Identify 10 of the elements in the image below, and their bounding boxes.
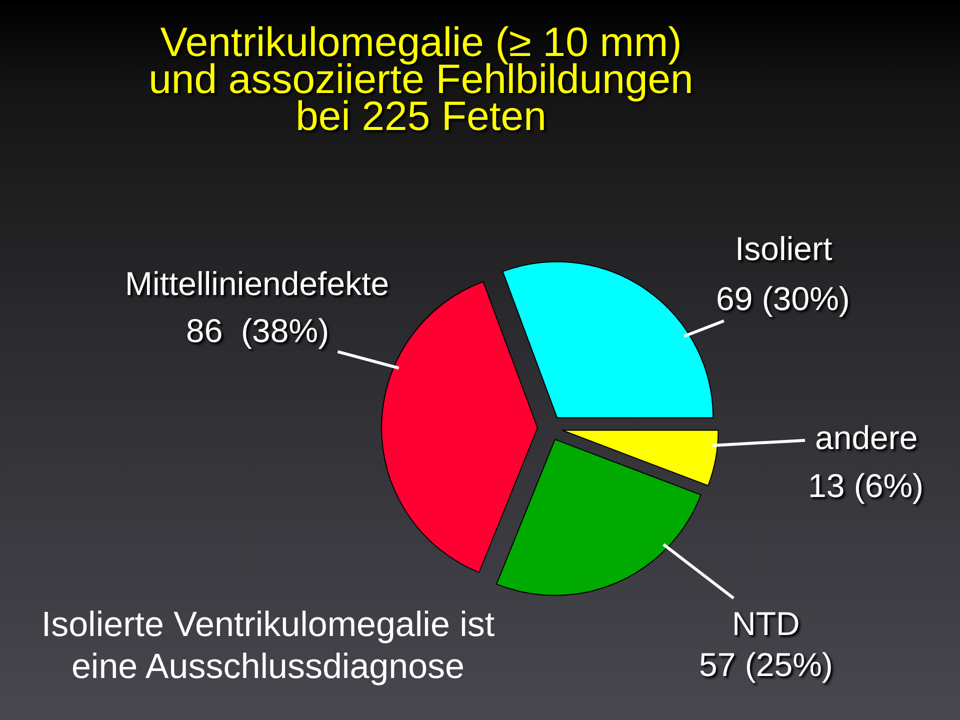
text: Isolierte Ventrikulomegalie ist eine Ausschlussdiagnose (40, 604, 496, 688)
slice-label: Isoliert (735, 230, 832, 267)
chart-title: Ventrikulomegalie (≥ 10 mm) und assoziierte Fehlbildungen bei 225 Feten (148, 19, 694, 139)
slice-label: andere (815, 419, 918, 456)
data-label: 13 (6%) (808, 467, 924, 504)
data-label: 57 (25%) (699, 646, 833, 683)
data-label: 69 (30%) (716, 280, 850, 317)
data-label: 86 (38%) (186, 312, 330, 349)
slice-label: Mittelliniendefekte (125, 265, 390, 302)
slice-label: NTD (732, 605, 800, 642)
